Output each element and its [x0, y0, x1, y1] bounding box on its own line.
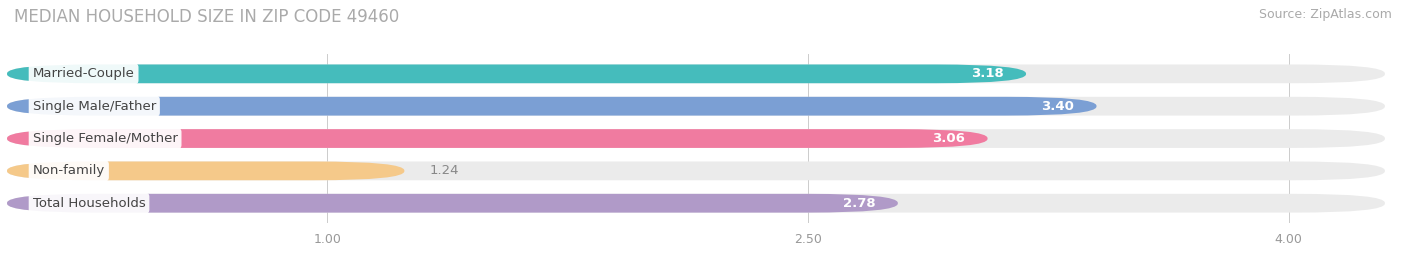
FancyBboxPatch shape	[7, 161, 405, 180]
FancyBboxPatch shape	[7, 97, 1385, 116]
FancyBboxPatch shape	[7, 129, 1385, 148]
FancyBboxPatch shape	[7, 97, 1097, 116]
FancyBboxPatch shape	[7, 129, 987, 148]
Text: 1.24: 1.24	[430, 164, 460, 177]
FancyBboxPatch shape	[7, 194, 1385, 213]
Text: Non-family: Non-family	[32, 164, 105, 177]
Text: 3.18: 3.18	[970, 67, 1004, 80]
Text: 3.40: 3.40	[1042, 100, 1074, 113]
Text: Source: ZipAtlas.com: Source: ZipAtlas.com	[1258, 8, 1392, 21]
Text: Single Male/Father: Single Male/Father	[32, 100, 156, 113]
Text: MEDIAN HOUSEHOLD SIZE IN ZIP CODE 49460: MEDIAN HOUSEHOLD SIZE IN ZIP CODE 49460	[14, 8, 399, 26]
Text: 2.78: 2.78	[842, 197, 876, 210]
Text: Married-Couple: Married-Couple	[32, 67, 135, 80]
FancyBboxPatch shape	[7, 65, 1385, 83]
FancyBboxPatch shape	[7, 161, 1385, 180]
Text: Single Female/Mother: Single Female/Mother	[32, 132, 177, 145]
Text: Total Households: Total Households	[32, 197, 145, 210]
Text: 3.06: 3.06	[932, 132, 965, 145]
FancyBboxPatch shape	[7, 65, 1026, 83]
FancyBboxPatch shape	[7, 194, 898, 213]
